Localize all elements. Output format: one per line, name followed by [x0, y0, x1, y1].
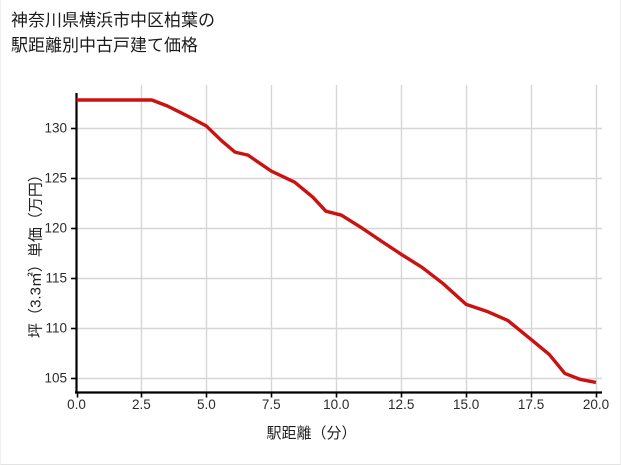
x-axis-label: 駅距離（分）	[266, 425, 357, 442]
x-tick-label: 2.5	[132, 397, 151, 412]
y-tick-label: 120	[44, 220, 67, 236]
x-tick-label: 12.5	[388, 397, 415, 412]
y-tick-label: 125	[44, 170, 67, 186]
y-tick-label: 115	[45, 270, 67, 286]
y-tick-label: 130	[44, 120, 67, 136]
x-tick-label: 17.5	[517, 397, 545, 412]
x-tick-label: 5.0	[196, 397, 216, 412]
y-axis-label: 坪（3.3㎡）単価（万円）	[27, 167, 45, 338]
x-tick-label: 10.0	[323, 397, 350, 412]
gridlines	[76, 85, 602, 393]
y-tick-label: 110	[45, 320, 67, 336]
axis-ticks	[71, 127, 598, 398]
x-tick-label: 0.0	[67, 397, 86, 412]
price-line-series	[76, 98, 597, 385]
x-tick-label: 15.0	[452, 397, 480, 412]
chart-title: 神奈川県横浜市中区柏葉の 駅距離別中古戸建て価格	[11, 11, 215, 55]
x-tick-label: 7.5	[261, 397, 281, 412]
x-tick-label: 20.0	[582, 397, 610, 412]
axis-frame	[75, 93, 602, 394]
y-tick-label: 105	[44, 370, 67, 386]
